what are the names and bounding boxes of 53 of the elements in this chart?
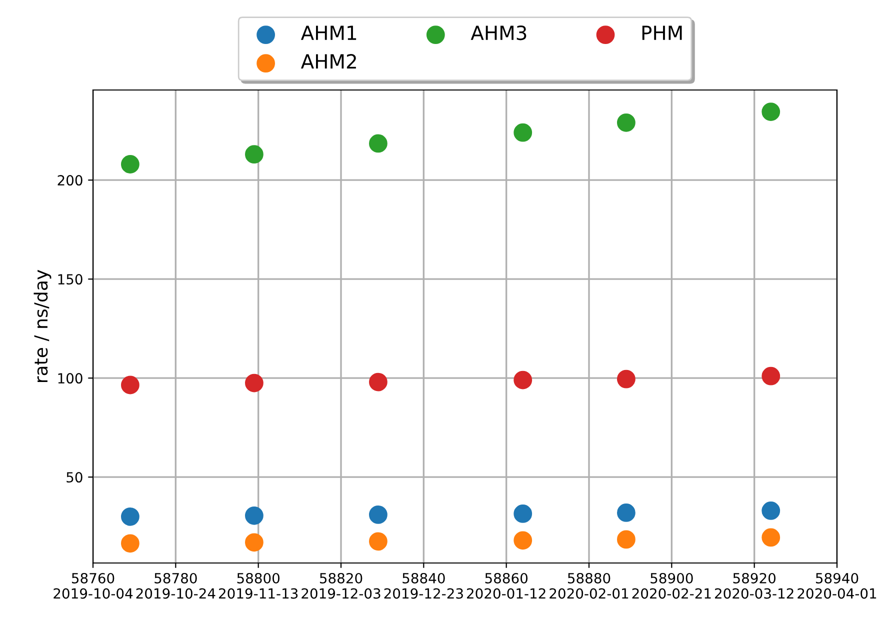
x2-tick-label: 2020-04-01 (798, 588, 876, 599)
point (762, 528, 780, 547)
x2-tick-label: 2019-12-23 (384, 588, 463, 599)
x-tick-label: 58800 (237, 572, 280, 584)
x-tick-label: 58780 (154, 572, 197, 584)
x2-tick-label: 2020-01-12 (466, 588, 546, 599)
x-tick-label: 58840 (402, 572, 445, 584)
x-tick-label: 58920 (733, 572, 776, 584)
point (617, 530, 636, 549)
x2-tick-label: 2019-11-13 (218, 588, 298, 599)
point (245, 374, 264, 392)
x2-tick-label: 2020-02-01 (550, 588, 628, 599)
y-axis-title: rate / ns/day (34, 270, 52, 382)
point (514, 531, 532, 550)
point (369, 134, 388, 153)
point (245, 506, 264, 525)
point (617, 113, 636, 132)
x-tick-label: 58760 (72, 572, 114, 584)
legend-label: AHM3 (470, 25, 526, 40)
point (121, 376, 140, 394)
legend-label: AHM2 (300, 54, 356, 68)
point (514, 123, 532, 142)
y-tick-label: 150 (58, 274, 82, 285)
point (617, 504, 636, 522)
x2-tick-label: 2019-10-04 (54, 588, 133, 599)
point (369, 372, 388, 392)
x2-tick-label: 2020-02-21 (632, 588, 711, 599)
x-tick-label: 58880 (568, 572, 610, 584)
point (121, 534, 140, 553)
y-tick-label: 50 (66, 472, 82, 483)
point (617, 370, 636, 388)
point (245, 145, 264, 164)
point (245, 533, 264, 552)
x2-tick-label: 2020-03-12 (714, 588, 794, 599)
point (762, 502, 780, 520)
point (514, 504, 532, 523)
x-tick-label: 58820 (320, 572, 362, 584)
point (121, 507, 140, 526)
x-tick-label: 58940 (816, 572, 858, 584)
legend-label: AHM1 (300, 26, 356, 40)
y-tick-label: 100 (58, 373, 82, 384)
y-tick-label: 200 (58, 175, 82, 186)
x2-tick-label: 2019-10-24 (136, 588, 216, 599)
legend-label: PHM (642, 26, 682, 40)
point (369, 505, 388, 524)
point (121, 155, 140, 174)
point (762, 102, 780, 121)
x-tick-label: 58900 (650, 572, 693, 584)
point (514, 370, 532, 390)
x2-tick-label: 2019-12-03 (302, 588, 380, 599)
point (369, 532, 388, 551)
point (762, 366, 780, 386)
x-tick-label: 58860 (485, 572, 528, 584)
